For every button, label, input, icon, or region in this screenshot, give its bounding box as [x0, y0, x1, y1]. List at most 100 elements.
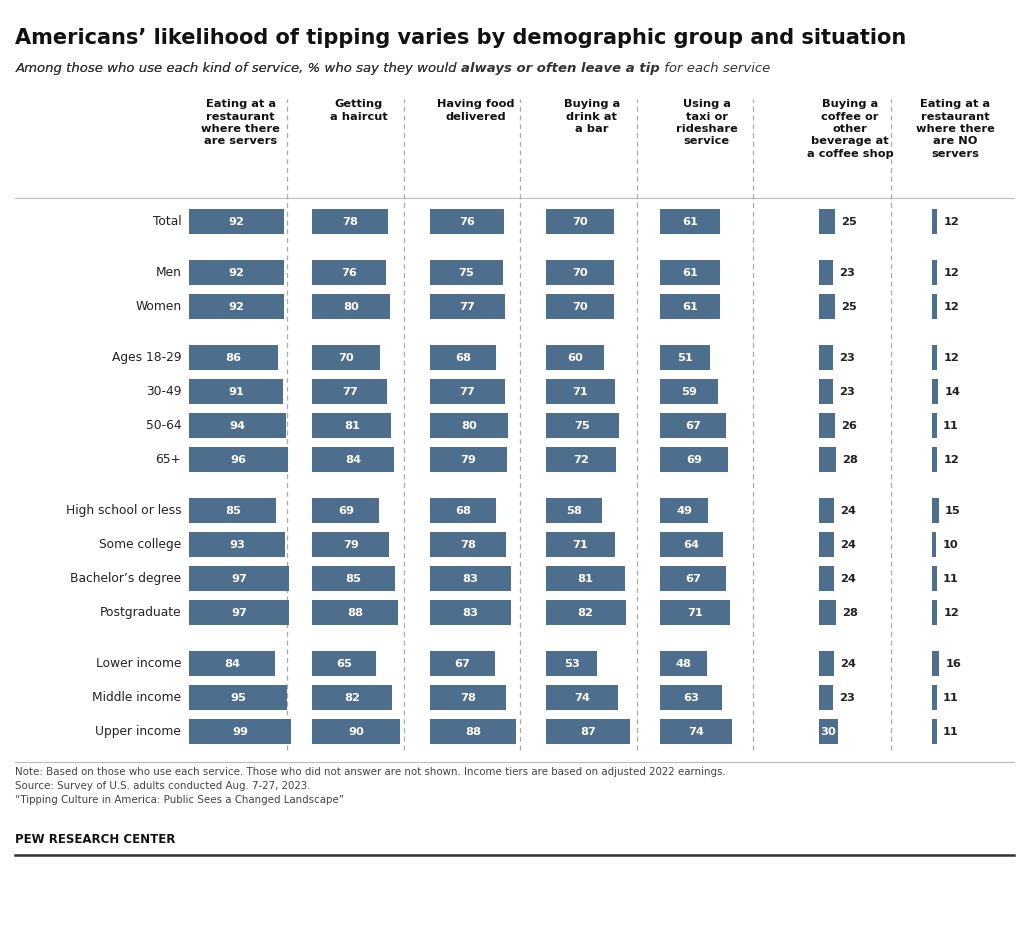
FancyBboxPatch shape — [660, 498, 709, 523]
Text: 69: 69 — [686, 455, 702, 464]
FancyBboxPatch shape — [819, 566, 834, 591]
FancyBboxPatch shape — [819, 651, 834, 676]
Text: Women: Women — [135, 300, 181, 313]
Text: Lower income: Lower income — [96, 657, 181, 670]
FancyBboxPatch shape — [932, 447, 937, 472]
Text: 67: 67 — [685, 574, 701, 583]
Text: for each service: for each service — [659, 62, 770, 76]
Text: 70: 70 — [572, 268, 588, 278]
Text: 80: 80 — [343, 302, 359, 312]
Text: 99: 99 — [232, 727, 248, 736]
Text: 23: 23 — [840, 353, 855, 362]
FancyBboxPatch shape — [189, 719, 291, 744]
Text: 51: 51 — [678, 353, 693, 362]
FancyBboxPatch shape — [430, 295, 505, 319]
FancyBboxPatch shape — [546, 719, 631, 744]
FancyBboxPatch shape — [932, 600, 937, 625]
FancyBboxPatch shape — [189, 498, 276, 523]
Text: 85: 85 — [225, 506, 241, 515]
FancyBboxPatch shape — [819, 261, 834, 285]
FancyBboxPatch shape — [312, 566, 395, 591]
Text: 67: 67 — [455, 659, 471, 668]
Text: 78: 78 — [460, 540, 476, 549]
Text: 86: 86 — [225, 353, 242, 362]
Text: 92: 92 — [228, 302, 245, 312]
Text: 71: 71 — [572, 540, 588, 549]
Text: 74: 74 — [688, 727, 705, 736]
Text: Among those who use each kind of service, % who say they would: Among those who use each kind of service… — [15, 62, 461, 76]
Text: 85: 85 — [346, 574, 361, 583]
Text: 70: 70 — [572, 217, 588, 227]
Text: Total: Total — [153, 215, 181, 228]
FancyBboxPatch shape — [312, 379, 387, 404]
Text: Eating at a
restaurant
where there
are NO
servers: Eating at a restaurant where there are N… — [915, 99, 995, 159]
FancyBboxPatch shape — [546, 447, 615, 472]
FancyBboxPatch shape — [819, 295, 835, 319]
FancyBboxPatch shape — [932, 498, 939, 523]
FancyBboxPatch shape — [660, 447, 728, 472]
Text: 50-64: 50-64 — [145, 419, 181, 432]
Text: 75: 75 — [459, 268, 474, 278]
FancyBboxPatch shape — [430, 413, 508, 438]
Text: 90: 90 — [348, 727, 365, 736]
Text: 24: 24 — [840, 574, 856, 583]
Text: 65: 65 — [336, 659, 352, 668]
FancyBboxPatch shape — [932, 413, 937, 438]
FancyBboxPatch shape — [546, 346, 604, 370]
FancyBboxPatch shape — [312, 719, 399, 744]
Text: 83: 83 — [463, 574, 478, 583]
Text: 15: 15 — [945, 506, 961, 515]
Text: 88: 88 — [347, 608, 364, 617]
Text: 11: 11 — [943, 574, 958, 583]
Text: 12: 12 — [943, 217, 959, 227]
FancyBboxPatch shape — [546, 379, 614, 404]
FancyBboxPatch shape — [660, 600, 729, 625]
FancyBboxPatch shape — [546, 498, 602, 523]
FancyBboxPatch shape — [660, 210, 720, 234]
Text: 96: 96 — [230, 455, 247, 464]
Text: 77: 77 — [460, 302, 475, 312]
Text: 12: 12 — [943, 302, 959, 312]
FancyBboxPatch shape — [312, 685, 392, 710]
Text: 65+: 65+ — [156, 453, 181, 466]
FancyBboxPatch shape — [932, 346, 937, 370]
FancyBboxPatch shape — [430, 379, 505, 404]
FancyBboxPatch shape — [660, 685, 722, 710]
Text: 70: 70 — [572, 302, 588, 312]
FancyBboxPatch shape — [430, 685, 506, 710]
Text: 97: 97 — [231, 608, 247, 617]
Text: High school or less: High school or less — [66, 504, 181, 517]
FancyBboxPatch shape — [932, 685, 937, 710]
FancyBboxPatch shape — [546, 685, 617, 710]
Text: 81: 81 — [344, 421, 359, 430]
Text: 81: 81 — [578, 574, 593, 583]
FancyBboxPatch shape — [430, 261, 503, 285]
Text: Getting
a haircut: Getting a haircut — [330, 99, 387, 122]
Text: 91: 91 — [228, 387, 244, 396]
Text: Upper income: Upper income — [95, 725, 181, 738]
Text: 30: 30 — [820, 727, 837, 736]
FancyBboxPatch shape — [430, 566, 511, 591]
FancyBboxPatch shape — [819, 685, 834, 710]
FancyBboxPatch shape — [312, 210, 388, 234]
Text: 58: 58 — [566, 506, 582, 515]
FancyBboxPatch shape — [932, 295, 937, 319]
Text: 61: 61 — [682, 302, 698, 312]
FancyBboxPatch shape — [660, 532, 723, 557]
FancyBboxPatch shape — [430, 498, 497, 523]
Text: Using a
taxi or
rideshare
service: Using a taxi or rideshare service — [676, 99, 737, 146]
Text: Postgraduate: Postgraduate — [99, 606, 181, 619]
FancyBboxPatch shape — [189, 295, 284, 319]
FancyBboxPatch shape — [819, 447, 837, 472]
Text: Among those who use each kind of service, % who say they would: Among those who use each kind of service… — [15, 62, 461, 76]
Text: 84: 84 — [345, 455, 361, 464]
Text: 28: 28 — [843, 608, 858, 617]
FancyBboxPatch shape — [430, 447, 507, 472]
Text: 83: 83 — [463, 608, 478, 617]
Text: 24: 24 — [840, 506, 856, 515]
Text: Middle income: Middle income — [92, 691, 181, 704]
FancyBboxPatch shape — [546, 532, 614, 557]
FancyBboxPatch shape — [312, 498, 380, 523]
Text: 30-49: 30-49 — [145, 385, 181, 398]
Text: PEW RESEARCH CENTER: PEW RESEARCH CENTER — [15, 833, 176, 846]
